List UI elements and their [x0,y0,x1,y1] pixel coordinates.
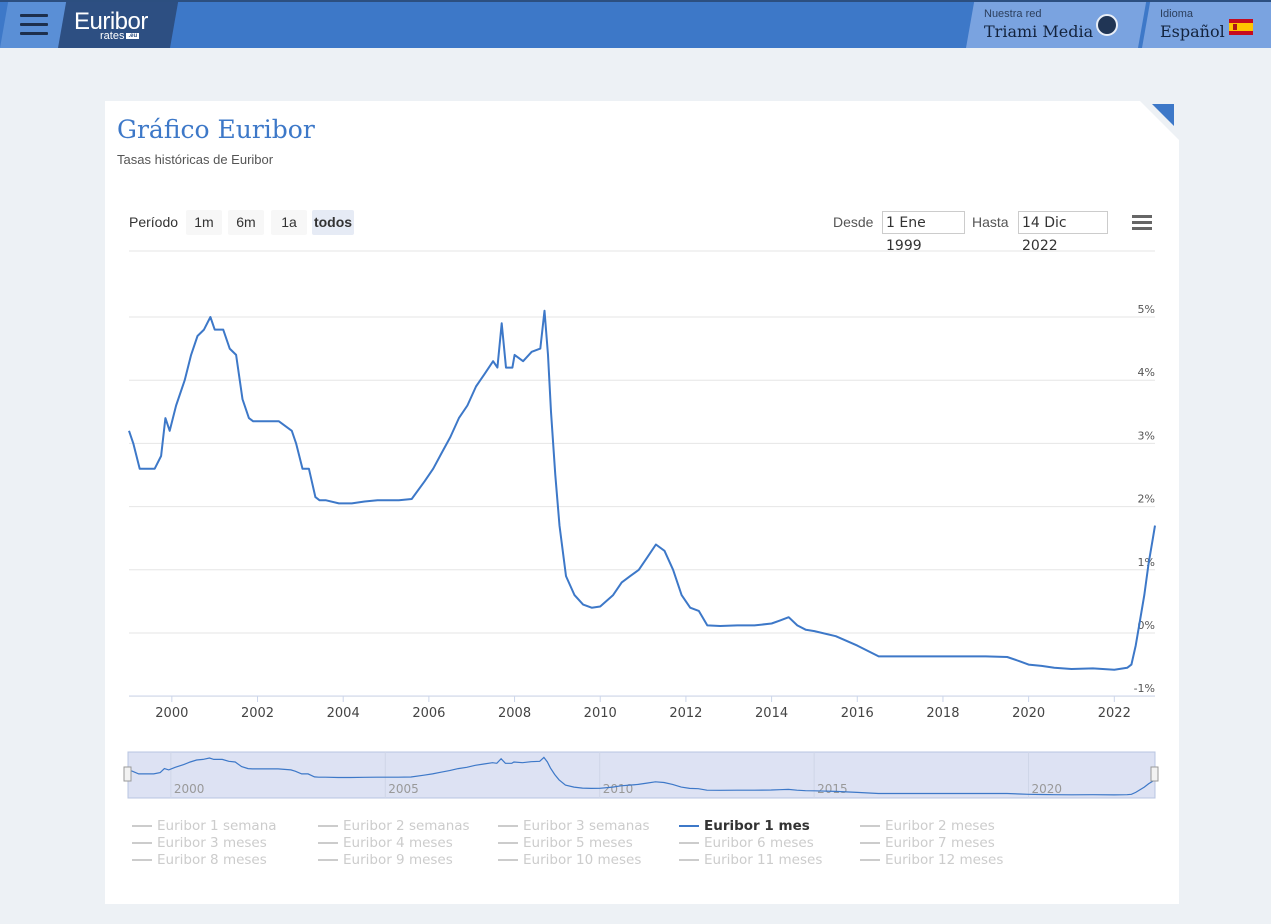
legend-swatch [318,859,338,861]
legend-label: Euribor 5 meses [523,835,633,851]
hamburger-icon[interactable] [20,14,48,41]
period-label: Período [129,214,179,230]
legend-swatch [318,842,338,844]
page-title: Gráfico Euribor [117,115,315,144]
logo-badge: .eu [126,33,140,40]
legend-label: Euribor 9 meses [343,852,453,868]
legend-item[interactable]: Euribor 1 mes [679,818,810,834]
logo-subtext: rates .eu [100,30,140,42]
legend-swatch [318,825,338,827]
legend-item[interactable]: Euribor 3 semanas [498,818,650,834]
spain-flag-icon [1229,19,1253,35]
legend-item[interactable]: Euribor 5 meses [498,835,633,851]
legend-item[interactable]: Euribor 6 meses [679,835,814,851]
range-button-1a[interactable]: 1a [271,210,307,235]
legend-item[interactable]: Euribor 10 meses [498,852,641,868]
range-button-todos[interactable]: todos [312,210,354,235]
legend-label: Euribor 3 meses [157,835,267,851]
logo-text[interactable]: Euribor [74,8,148,35]
legend-swatch [498,842,518,844]
legend-swatch [860,859,880,861]
legend-label: Euribor 11 meses [704,852,823,868]
legend-swatch [132,842,152,844]
legend-item[interactable]: Euribor 1 semana [132,818,277,834]
legend-label: Euribor 12 meses [885,852,1004,868]
legend-label: Euribor 1 semana [157,818,277,834]
legend-swatch [679,859,699,861]
legend-label: Euribor 2 meses [885,818,995,834]
legend-item[interactable]: Euribor 2 semanas [318,818,470,834]
legend-item[interactable]: Euribor 3 meses [132,835,267,851]
legend-label: Euribor 7 meses [885,835,995,851]
range-button-1m[interactable]: 1m [186,210,222,235]
legend-item[interactable]: Euribor 7 meses [860,835,995,851]
legend-label: Euribor 8 meses [157,852,267,868]
legend-item[interactable]: Euribor 12 meses [860,852,1003,868]
top-bar: Euribor rates .eu Nuestra red Triami Medi… [0,0,1271,48]
to-date-input[interactable]: 14 Dic 2022 [1018,211,1108,254]
legend-swatch [132,825,152,827]
legend-swatch [498,859,518,861]
language-name[interactable]: Español [1160,22,1225,41]
legend-item[interactable]: Euribor 8 meses [132,852,267,868]
legend-item[interactable]: Euribor 4 meses [318,835,453,851]
legend-label: Euribor 6 meses [704,835,814,851]
legend-label: Euribor 10 meses [523,852,642,868]
legend-swatch [679,842,699,844]
legend-swatch [860,825,880,827]
from-date-input[interactable]: 1 Ene 1999 [882,211,965,254]
range-button-6m[interactable]: 6m [228,210,264,235]
logo-sub-label: rates [100,30,125,42]
network-name[interactable]: Triami Media [984,22,1094,41]
legend-swatch [860,842,880,844]
chart-menu-icon[interactable] [1132,215,1152,233]
legend-swatch [132,859,152,861]
from-label: Desde [833,214,874,230]
legend-swatch [498,825,518,827]
legend-item[interactable]: Euribor 9 meses [318,852,453,868]
language-label: Idioma [1160,8,1194,20]
page-subtitle: Tasas históricas de Euribor [117,152,274,167]
legend-label: Euribor 4 meses [343,835,453,851]
to-label: Hasta [972,214,1009,230]
legend-label: Euribor 3 semanas [523,818,650,834]
legend-item[interactable]: Euribor 2 meses [860,818,995,834]
globe-icon [1096,14,1118,36]
legend-label: Euribor 2 semanas [343,818,470,834]
legend-swatch [679,825,699,827]
network-label: Nuestra red [984,8,1042,20]
legend-item[interactable]: Euribor 11 meses [679,852,822,868]
legend-label: Euribor 1 mes [704,818,810,834]
